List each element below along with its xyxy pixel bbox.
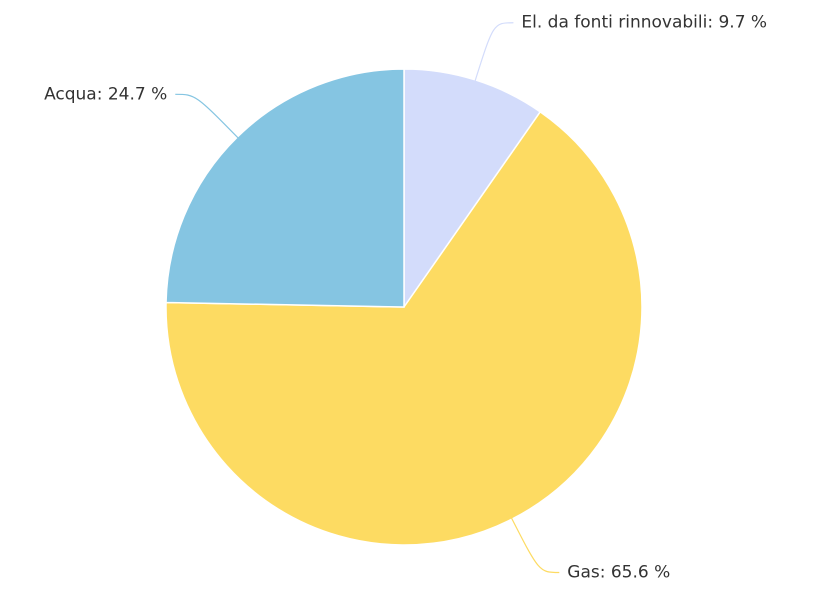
connector: [175, 93, 241, 141]
connector: [509, 515, 560, 574]
data-label: Gas: 65.6 %: [567, 563, 670, 583]
connector: [473, 22, 514, 84]
pie-slice: [165, 68, 405, 308]
data-label: Acqua: 24.7 %: [44, 84, 167, 104]
data-label: El. da fonti rinnovabili: 9.7 %: [521, 13, 767, 33]
